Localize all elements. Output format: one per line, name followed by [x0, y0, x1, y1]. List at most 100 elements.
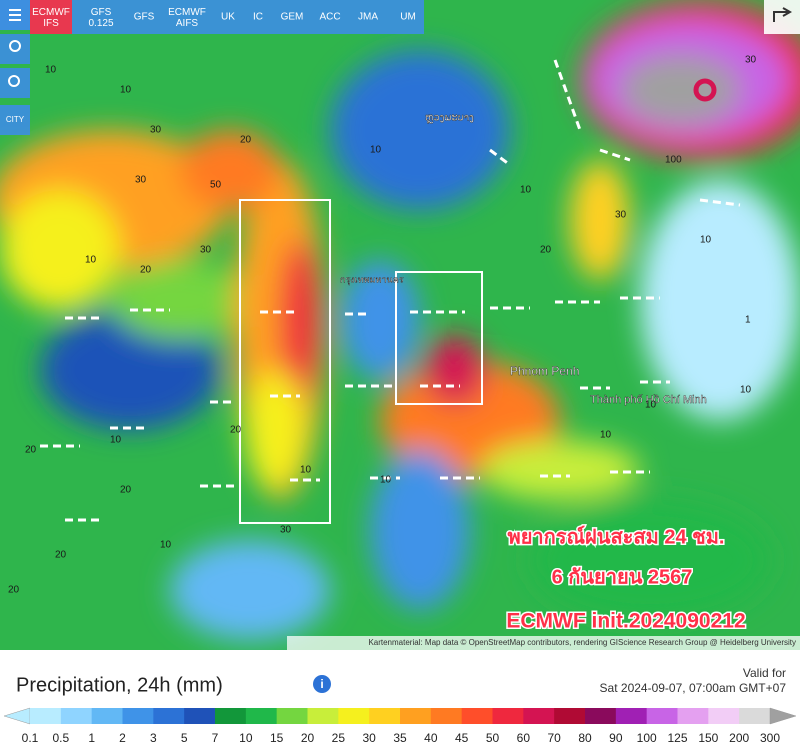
legend-label: 125 [667, 731, 687, 745]
legend-cell [523, 708, 555, 724]
legend-label: 0.5 [52, 731, 69, 745]
legend-cell [122, 708, 154, 724]
contour-label: 10 [120, 85, 132, 96]
model-button[interactable]: UM [400, 12, 416, 23]
contour-label: 20 [230, 425, 242, 436]
legend-cell [400, 708, 432, 724]
legend-cell [369, 708, 401, 724]
legend-cell [585, 708, 617, 724]
contour-label: 30 [135, 175, 147, 186]
model-button[interactable]: IC [253, 12, 263, 23]
valid-time: Sat 2024-09-07, 07:00am GMT+07 [600, 681, 787, 695]
contour-label: 20 [140, 265, 152, 276]
legend-label: 300 [760, 731, 780, 745]
legend-label: 45 [455, 731, 469, 745]
legend-cell [215, 708, 247, 724]
model-button[interactable]: GFS 0.125 [88, 7, 113, 29]
legend-cell [677, 708, 709, 724]
contour-label: 20 [8, 585, 20, 596]
legend-cell [30, 708, 62, 724]
contour-label: 50 [210, 180, 222, 191]
model-button[interactable]: ACC [319, 12, 340, 23]
map [0, 0, 800, 650]
contour-label: 20 [120, 485, 132, 496]
legend-label: 0.1 [22, 731, 39, 745]
legend-label: 15 [270, 731, 284, 745]
model-button[interactable]: UK [221, 12, 235, 23]
place-label: กรุงเทพมหานคร [340, 274, 404, 285]
contour-label: 10 [740, 385, 752, 396]
model-button[interactable]: GFS [134, 12, 155, 23]
legend-cell [708, 708, 740, 724]
legend-label: 40 [424, 731, 438, 745]
legend-cell [338, 708, 370, 724]
legend-arrow [769, 707, 797, 725]
model-button[interactable]: GEM [281, 12, 304, 23]
legend-label: 25 [332, 731, 346, 745]
legend-label: 30 [362, 731, 376, 745]
svg-text:i: i [320, 677, 323, 691]
legend-label: 35 [393, 731, 407, 745]
legend-label: 70 [547, 731, 561, 745]
legend-label: 3 [150, 731, 157, 745]
legend-cell [60, 708, 93, 724]
legend-cell [153, 708, 185, 724]
contour-label: 10 [520, 185, 532, 196]
legend-label: 7 [212, 731, 219, 745]
legend-cell [245, 708, 278, 724]
legend-cell [184, 708, 216, 724]
place-label: Thành phố Hồ Chí Minh [590, 394, 707, 406]
legend-label: 1 [88, 731, 95, 745]
legend-label: 200 [729, 731, 749, 745]
contour-label: 30 [615, 210, 627, 221]
contour-label: 100 [665, 155, 682, 166]
legend-label: 20 [301, 731, 315, 745]
legend-cell [739, 708, 771, 724]
contour-label: 30 [745, 55, 757, 66]
legend-cell [430, 708, 463, 724]
contour-label: 10 [45, 65, 57, 76]
contour-label: 10 [110, 435, 122, 446]
forecast-caption: ECMWF init.2024090212 [506, 610, 745, 633]
attribution: Kartenmaterial: Map data © OpenStreetMap… [368, 638, 796, 647]
contour-label: 10 [380, 475, 392, 486]
contour-label: 30 [280, 525, 292, 536]
legend-label: 5 [181, 731, 188, 745]
model-button[interactable]: ECMWF IFS [32, 7, 70, 29]
legend-title: Precipitation, 24h (mm) [16, 674, 223, 696]
city-button[interactable]: CITY [6, 115, 25, 124]
legend-cell [461, 708, 493, 724]
contour-label: 20 [540, 245, 552, 256]
legend-label: 150 [698, 731, 718, 745]
legend-cell [276, 708, 308, 724]
forecast-caption: 6 กันยายน 2567 [552, 566, 693, 588]
contour-label: 10 [645, 400, 657, 411]
legend-label: 90 [609, 731, 623, 745]
place-label: Phnom Penh [510, 364, 579, 378]
contour-label: 10 [700, 235, 712, 246]
contour-label: 20 [55, 550, 67, 561]
legend-cell [492, 708, 524, 724]
model-button[interactable]: JMA [358, 12, 378, 23]
contour-label: 10 [160, 540, 172, 551]
legend-cell [91, 708, 123, 724]
legend-cell [554, 708, 586, 724]
contour-label: 30 [200, 245, 212, 256]
contour-label: 30 [150, 125, 162, 136]
valid-label: Valid for [743, 666, 786, 680]
legend-label: 80 [578, 731, 592, 745]
legend-label: 100 [637, 731, 657, 745]
model-button[interactable]: ECMWF AIFS [168, 7, 206, 29]
contour-label: 10 [600, 430, 612, 441]
contour-label: 10 [85, 255, 97, 266]
legend-label: 10 [239, 731, 253, 745]
legend-label: 50 [486, 731, 500, 745]
contour-label: 20 [240, 135, 252, 146]
legend-cell [646, 708, 678, 724]
forecast-caption: พยากรณ์ฝนสะสม 24 ชม. [508, 525, 725, 548]
contour-label: 10 [300, 465, 312, 476]
legend-cell [615, 708, 648, 724]
contour-label: 10 [370, 145, 382, 156]
